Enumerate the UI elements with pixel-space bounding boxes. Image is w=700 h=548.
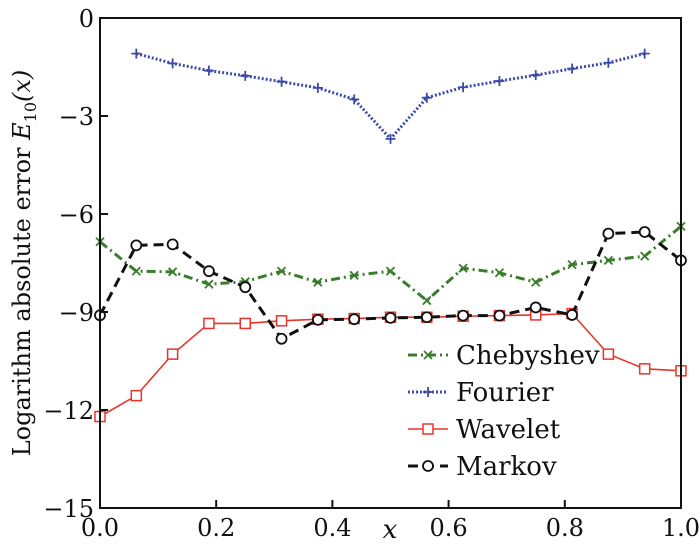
markov-point bbox=[311, 313, 324, 326]
legend: Chebyshev Fourier Wavelet Markov bbox=[408, 341, 600, 482]
y-tick-label: −3 bbox=[59, 103, 94, 131]
legend-item-chebyshev: Chebyshev bbox=[408, 341, 600, 371]
x-tick-label: 0.2 bbox=[197, 514, 235, 542]
fourier-point bbox=[639, 48, 650, 59]
markov-point bbox=[384, 311, 397, 324]
fourier-point bbox=[312, 82, 323, 93]
fourier-point bbox=[276, 76, 287, 87]
y-axis-label-suffix: (x) bbox=[8, 70, 36, 102]
markov-point bbox=[493, 309, 506, 322]
y-axis-label-symbol: E bbox=[8, 122, 36, 141]
chebyshev-point bbox=[458, 263, 468, 273]
markov-point bbox=[420, 311, 433, 324]
legend-label-fourier: Fourier bbox=[456, 378, 554, 408]
legend-label-markov: Markov bbox=[456, 452, 557, 482]
y-tick-label: −15 bbox=[43, 495, 94, 523]
markov-point bbox=[166, 238, 179, 251]
wavelet-point bbox=[638, 363, 651, 375]
legend-marker-fourier bbox=[423, 387, 433, 397]
wavelet-point bbox=[130, 389, 143, 402]
y-axis-label-subscript: 10 bbox=[21, 102, 40, 122]
wavelet-point bbox=[166, 348, 179, 360]
fourier-point bbox=[567, 63, 578, 74]
legend-marker-markov bbox=[422, 460, 434, 472]
x-tick-label: 0.8 bbox=[546, 514, 584, 542]
legend-item-markov: Markov bbox=[408, 452, 557, 482]
y-tick-label: −9 bbox=[59, 299, 94, 327]
fourier-point bbox=[530, 70, 541, 81]
x-axis-label: x bbox=[383, 515, 398, 544]
axis-ticks: 0.0 0.2 0.4 0.6 0.8 1.0 0 −3 −6 −9 −12 −15 bbox=[43, 5, 700, 542]
wavelet-point bbox=[275, 315, 288, 327]
y-axis-label: Logarithm absolute error E10(x) bbox=[8, 70, 40, 457]
markov-point bbox=[602, 227, 615, 240]
wavelet-point bbox=[602, 348, 615, 360]
fourier-point bbox=[131, 48, 142, 59]
chebyshev-point bbox=[349, 270, 359, 281]
chebyshev-point bbox=[131, 266, 141, 276]
chebyshev-point bbox=[640, 251, 650, 261]
legend-label-wavelet: Wavelet bbox=[456, 415, 561, 445]
chebyshev-point bbox=[276, 266, 287, 276]
wavelet-point bbox=[239, 317, 251, 330]
chebyshev-point bbox=[313, 277, 323, 287]
wavelet-point bbox=[203, 317, 215, 330]
y-tick-label: −12 bbox=[43, 397, 94, 425]
fourier-point bbox=[494, 76, 505, 87]
fourier-point bbox=[349, 94, 360, 105]
series-markov bbox=[94, 226, 687, 345]
markov-point bbox=[638, 226, 651, 238]
fourier-point bbox=[603, 57, 614, 68]
fourier-point bbox=[167, 58, 178, 69]
fourier-point bbox=[240, 70, 251, 81]
chebyshev-point bbox=[603, 255, 614, 266]
legend-marker-wavelet bbox=[422, 423, 434, 435]
markov-point bbox=[203, 265, 215, 278]
x-tick-label: 0.0 bbox=[81, 514, 119, 542]
chebyshev-point bbox=[422, 295, 432, 306]
markov-point bbox=[130, 239, 143, 252]
series-chebyshev bbox=[95, 221, 686, 306]
fourier-point bbox=[203, 65, 214, 76]
chebyshev-point bbox=[531, 277, 541, 287]
fourier-point bbox=[421, 92, 432, 103]
y-tick-label: −6 bbox=[59, 201, 94, 229]
y-tick-label: 0 bbox=[79, 5, 94, 33]
markov-point bbox=[457, 309, 470, 322]
legend-marker-chebyshev bbox=[423, 350, 433, 360]
markov-point bbox=[529, 301, 542, 314]
markov-point bbox=[348, 313, 361, 326]
plot-marks bbox=[94, 48, 687, 423]
chebyshev-point bbox=[385, 266, 396, 276]
legend-item-fourier: Fourier bbox=[408, 378, 554, 408]
x-tick-label: 0.6 bbox=[430, 514, 468, 542]
markov-point bbox=[566, 309, 578, 321]
markov-point bbox=[239, 281, 252, 294]
chebyshev-point bbox=[204, 279, 214, 289]
chebyshev-point bbox=[494, 268, 505, 278]
legend-label-chebyshev: Chebyshev bbox=[456, 341, 600, 371]
markov-point bbox=[275, 332, 288, 345]
x-tick-label: 0.4 bbox=[313, 514, 351, 542]
y-axis-label-main: Logarithm absolute error bbox=[8, 140, 36, 456]
fourier-point bbox=[385, 133, 396, 144]
chebyshev-point bbox=[567, 259, 577, 270]
fourier-point bbox=[458, 82, 469, 93]
chebyshev-point bbox=[167, 267, 178, 277]
x-tick-label: 1.0 bbox=[662, 514, 700, 542]
legend-item-wavelet: Wavelet bbox=[408, 415, 561, 445]
series-fourier bbox=[131, 48, 650, 144]
fourier-line bbox=[135, 52, 646, 142]
plot-frame bbox=[99, 17, 682, 509]
